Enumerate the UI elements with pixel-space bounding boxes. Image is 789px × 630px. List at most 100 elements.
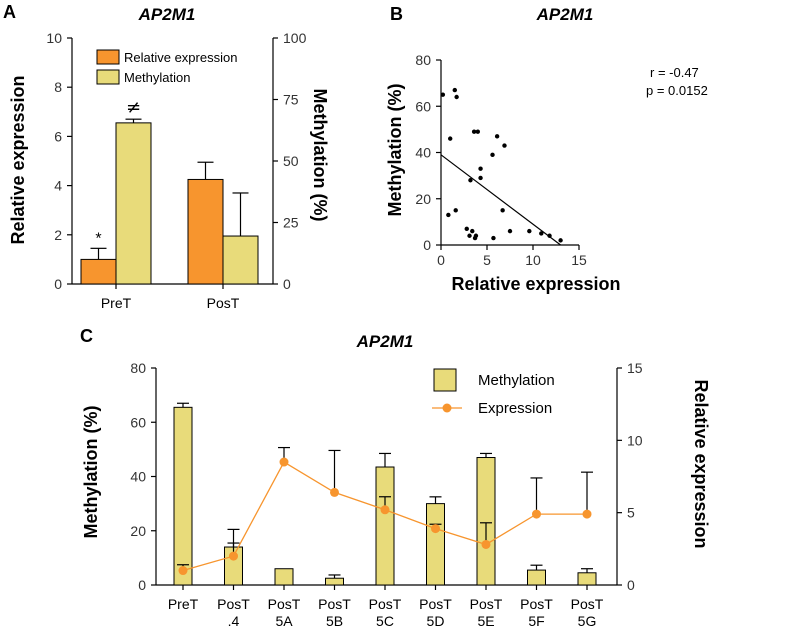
- panel-b-data-point: [500, 208, 505, 213]
- panel-c-ytick-left-label: 60: [130, 414, 146, 430]
- panel-c-ytick-right-label: 0: [627, 577, 635, 593]
- panel-a-legend-methylation: Methylation: [124, 70, 190, 85]
- panel-a-ylabel-left: Relative expression: [8, 75, 28, 244]
- panel-c-category-label-line: .4: [228, 613, 240, 629]
- panel-c-category-label: PosT 5F: [520, 596, 553, 629]
- panel-b-data-point: [507, 228, 513, 234]
- panel-b-data-point: [467, 233, 472, 238]
- panel-a-legend-swatch-expression: [96, 49, 120, 65]
- panel-a-ytick-right-label: 50: [283, 153, 299, 169]
- panel-c-methylation-bar: [325, 577, 344, 586]
- panel-c-expression-point: [380, 505, 390, 515]
- panel-a-letter: A: [3, 2, 16, 22]
- panel-b-data-point: [440, 92, 446, 97]
- panel-b-data-point: [452, 87, 457, 93]
- panel-c-category-label: PosT 5G: [571, 596, 604, 629]
- panel-a-ytick-left-label: 8: [54, 79, 62, 95]
- panel-b-data-point: [471, 129, 477, 134]
- panel-c-category-label-line: 5F: [528, 613, 544, 629]
- panel-b-p-annotation: p = 0.0152: [646, 83, 708, 98]
- panel-b-letter: B: [390, 4, 403, 24]
- panel-b-data-point: [448, 136, 453, 141]
- panel-b-data-point: [464, 226, 469, 232]
- panel-b-xlabel: Relative expression: [451, 274, 620, 294]
- panel-b-ytick-label: 20: [415, 191, 431, 207]
- panel-c-category-label-line: PosT: [419, 596, 452, 612]
- panel-b-title: AP2M1: [536, 5, 594, 24]
- panel-b-ytick-label: 40: [415, 145, 431, 161]
- panel-a-legend-swatch-methylation: [96, 69, 120, 85]
- panel-a-significance-star: *: [95, 230, 101, 247]
- panel-b-data-point: [473, 233, 479, 238]
- panel-c-expression-point: [431, 524, 440, 534]
- panel-b-data-point: [454, 94, 459, 100]
- panel-b-xtick-label: 15: [571, 252, 587, 268]
- panel-b-data-point: [494, 134, 500, 139]
- panel-a-category-label: PreT: [101, 295, 132, 311]
- panel-c-methylation-bar: [476, 457, 496, 586]
- panel-c-category-label-line: 5B: [326, 613, 343, 629]
- panel-b-regression-line: [440, 154, 561, 246]
- panel-c-expression-point: [330, 487, 339, 497]
- panel-b-xtick-label: 5: [483, 252, 491, 268]
- panel-a-ytick-right-label: 0: [283, 276, 291, 292]
- panel-b-data-point: [547, 233, 552, 238]
- panel-b-data-point: [468, 178, 473, 183]
- panel-b-ytick-label: 80: [415, 52, 431, 68]
- panel-b-data-point: [453, 208, 458, 213]
- panel-b-xtick-label: 10: [525, 252, 541, 268]
- panel-c-category-label-line: PosT: [369, 596, 402, 612]
- panel-c-legend-swatch-expression-point: [442, 403, 452, 413]
- panel-a-significance-neq: ≠: [126, 97, 141, 118]
- panel-c-ytick-right-label: 10: [627, 432, 643, 448]
- panel-b-data-point: [475, 129, 480, 134]
- panel-c-ytick-left-label: 0: [138, 577, 146, 593]
- panel-b-data-point: [470, 228, 475, 234]
- panel-c-category-label-line: PosT: [268, 596, 301, 612]
- panel-c-ylabel-left: Methylation (%): [81, 405, 101, 538]
- panel-a-title: AP2M1: [138, 5, 196, 24]
- panel-c-ytick-left-label: 20: [130, 523, 146, 539]
- panel-c-ytick-left-label: 40: [130, 469, 146, 485]
- panel-b-data-point: [490, 152, 495, 158]
- panel-c-category-label: PosT 5A: [268, 596, 301, 629]
- panel-a-ytick-right-label: 25: [283, 215, 299, 231]
- panel-c-category-label-line: 5A: [275, 613, 293, 629]
- panel-a-category-label: PosT: [207, 295, 240, 311]
- panel-c-category-label: PosT 5D: [419, 596, 452, 629]
- panel-b-data-point: [527, 228, 532, 234]
- panel-a-ytick-left-label: 2: [54, 227, 62, 243]
- panel-c-ylabel-right: Relative expression: [691, 379, 711, 548]
- panel-c-title: AP2M1: [356, 332, 414, 351]
- panel-b-data-point: [478, 166, 483, 171]
- panel-c-methylation-bar: [577, 572, 597, 586]
- panel-b-data-point: [491, 235, 496, 241]
- panel-c-category-label-line: PosT: [571, 596, 604, 612]
- panel-b-r-annotation: r = -0.47: [650, 65, 699, 80]
- panel-a-expression-bar: [187, 178, 224, 285]
- panel-a-expression-bar: [80, 258, 117, 285]
- panel-b: B AP2M1 Relative expression Methylation …: [385, 4, 708, 294]
- panel-c-expression-point: [532, 509, 541, 519]
- panel-a-ytick-left-label: 10: [46, 30, 62, 46]
- panel-c-ytick-right-label: 15: [627, 360, 643, 376]
- panel-b-data-point: [478, 175, 483, 181]
- panel-c-category-label-line: PosT: [470, 596, 503, 612]
- panel-c-legend-expression: Expression: [478, 400, 552, 417]
- panel-c-category-label: PosT 5C: [369, 596, 402, 629]
- panel-b-ytick-label: 60: [415, 98, 431, 114]
- panel-c-category-label-line: 5C: [376, 613, 394, 629]
- panel-a-ytick-right-label: 75: [283, 92, 299, 108]
- panel-c-category-label-line: PosT: [520, 596, 553, 612]
- panel-c-expression-point: [229, 551, 238, 561]
- panel-c-letter: C: [80, 326, 93, 346]
- panel-a-ytick-left-label: 0: [54, 276, 62, 292]
- panel-b-data-point: [558, 238, 563, 243]
- panel-a-methylation-bar: [222, 235, 259, 285]
- panel-c-category-label: PosT .4: [217, 596, 250, 629]
- panel-a-ytick-left-label: 4: [54, 178, 62, 194]
- panel-c-expression-point: [178, 566, 188, 576]
- panel-a-ylabel-right: Methylation (%): [310, 89, 330, 222]
- panel-c-category-label-line: PreT: [168, 596, 199, 612]
